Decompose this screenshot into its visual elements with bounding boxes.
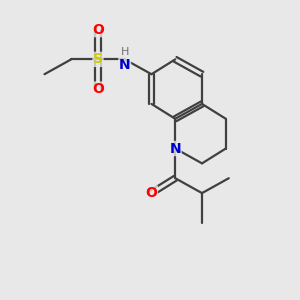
Text: O: O	[92, 22, 104, 37]
Text: H: H	[121, 47, 129, 57]
Text: O: O	[92, 82, 104, 96]
Text: N: N	[119, 58, 130, 72]
Text: O: O	[146, 186, 158, 200]
Text: S: S	[93, 52, 103, 66]
Text: N: N	[169, 142, 181, 155]
